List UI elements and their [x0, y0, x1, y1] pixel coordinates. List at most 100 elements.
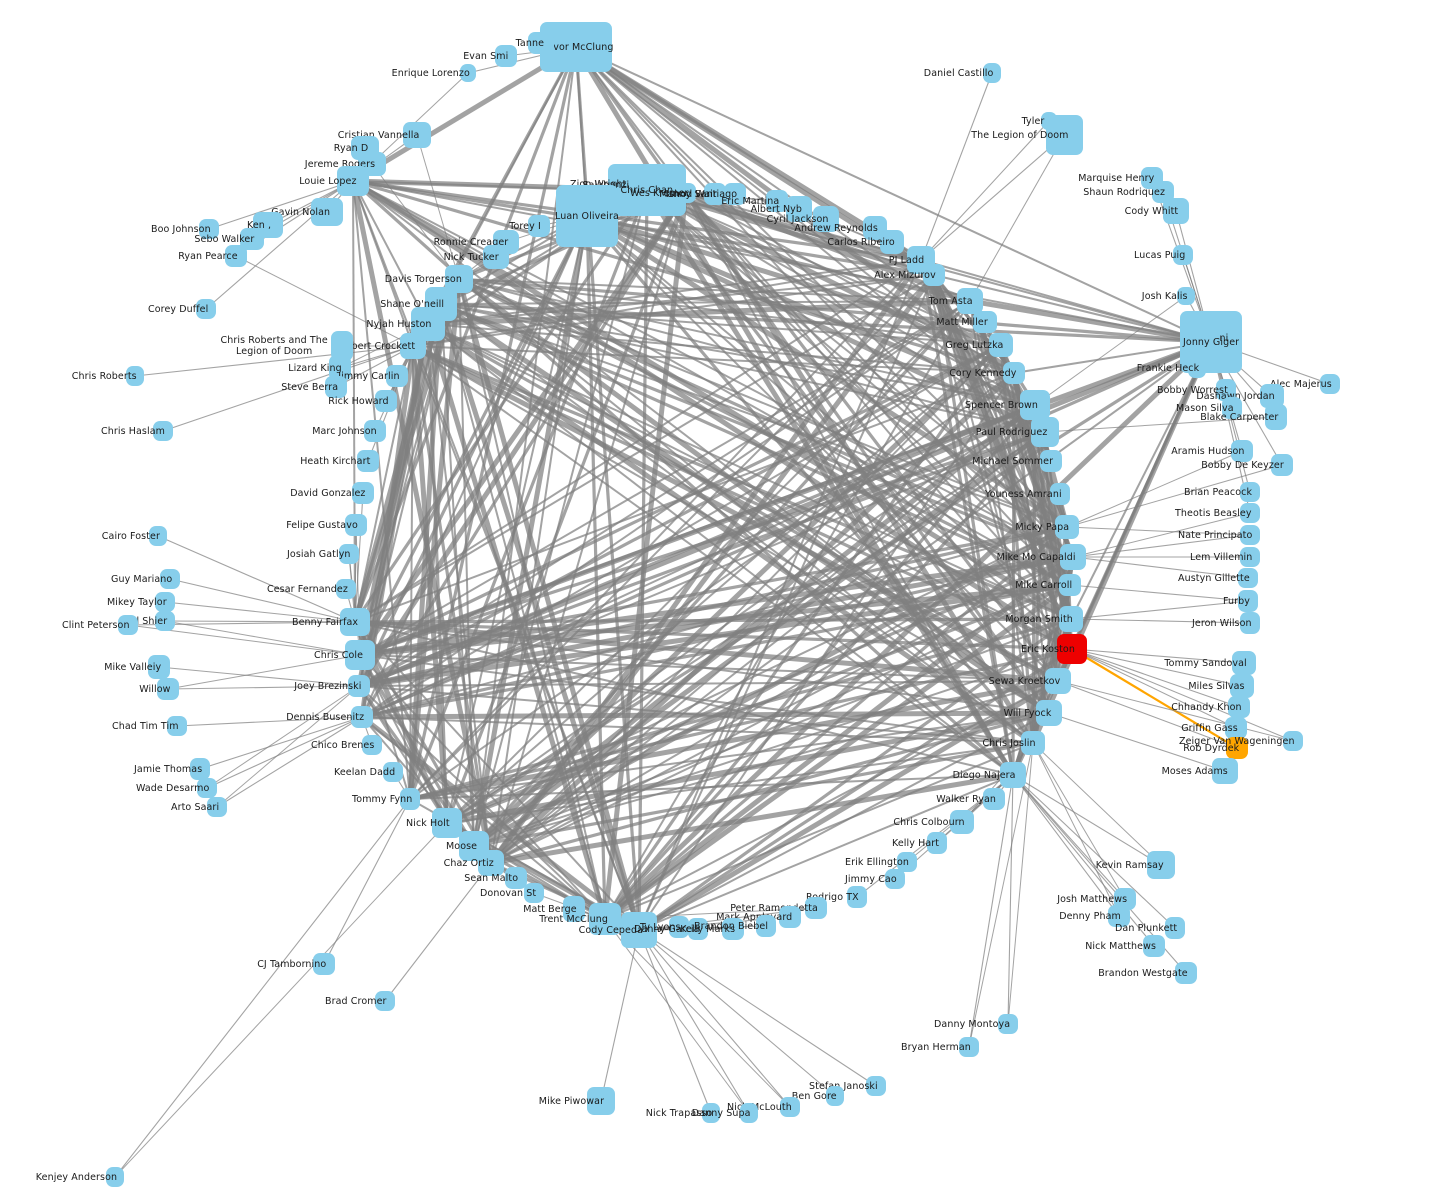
graph-node[interactable]: [1230, 674, 1254, 698]
graph-node[interactable]: [199, 219, 219, 239]
graph-node[interactable]: [1283, 731, 1303, 751]
graph-node[interactable]: [885, 869, 905, 889]
graph-node[interactable]: [1238, 568, 1258, 588]
graph-node[interactable]: [1163, 198, 1189, 224]
graph-node[interactable]: [805, 897, 827, 919]
graph-node[interactable]: [1152, 181, 1174, 203]
graph-node[interactable]: [495, 45, 517, 67]
graph-node[interactable]: [880, 230, 904, 254]
graph-node[interactable]: [1212, 758, 1238, 784]
graph-node[interactable]: [688, 918, 708, 940]
graph-node[interactable]: [351, 706, 373, 728]
graph-node[interactable]: [149, 526, 167, 546]
graph-node[interactable]: [621, 912, 657, 948]
graph-node[interactable]: [766, 190, 788, 212]
graph-node[interactable]: [1222, 397, 1242, 419]
graph-node[interactable]: [362, 735, 382, 755]
graph-node[interactable]: [400, 788, 420, 810]
graph-node[interactable]: [957, 288, 983, 314]
graph-node[interactable]: [1040, 450, 1062, 472]
graph-node[interactable]: [400, 333, 426, 359]
graph-node[interactable]: [959, 1037, 979, 1057]
graph-node[interactable]: [786, 196, 812, 222]
graph-node[interactable]: [1050, 483, 1070, 505]
graph-node[interactable]: [126, 366, 144, 386]
graph-node[interactable]: [1143, 935, 1165, 957]
graph-node[interactable]: [983, 63, 1001, 83]
graph-node[interactable]: [1240, 503, 1260, 523]
graph-node[interactable]: [1036, 700, 1062, 726]
graph-node[interactable]: [225, 245, 247, 267]
graph-node[interactable]: [1228, 696, 1250, 718]
graph-node[interactable]: [1271, 454, 1293, 476]
graph-node[interactable]: [329, 355, 351, 381]
graph-node[interactable]: [1232, 651, 1256, 675]
graph-node[interactable]: [866, 1076, 886, 1096]
graph-node[interactable]: [704, 183, 726, 205]
graph-node[interactable]: [325, 376, 347, 398]
graph-node[interactable]: [1320, 374, 1340, 394]
graph-node[interactable]: [240, 228, 264, 250]
graph-node[interactable]: [1231, 440, 1253, 462]
graph-node[interactable]: [375, 991, 395, 1011]
graph-node[interactable]: [923, 264, 945, 286]
graph-node[interactable]: [364, 420, 386, 442]
graph-node[interactable]: [589, 903, 621, 935]
graph-node[interactable]: [1173, 245, 1193, 265]
graph-node[interactable]: [740, 1103, 758, 1123]
graph-node[interactable]: [190, 758, 210, 780]
graph-node[interactable]: [155, 611, 175, 631]
graph-node[interactable]: [160, 569, 180, 589]
graph-node[interactable]: [207, 797, 227, 817]
graph-node[interactable]: [524, 883, 544, 903]
graph-node[interactable]: [998, 1014, 1018, 1034]
graph-node[interactable]: [505, 867, 527, 889]
graph-node[interactable]: [724, 183, 746, 205]
graph-node[interactable]: [1114, 888, 1136, 910]
graph-node[interactable]: [897, 852, 917, 872]
graph-node[interactable]: [1046, 115, 1083, 155]
graph-node[interactable]: [167, 716, 187, 736]
graph-node[interactable]: [1031, 417, 1059, 447]
graph-node[interactable]: [1003, 362, 1025, 384]
graph-node[interactable]: [556, 185, 618, 247]
graph-node[interactable]: [1188, 358, 1206, 378]
graph-node[interactable]: [847, 886, 867, 908]
graph-node[interactable]: [1240, 612, 1260, 634]
graph-node[interactable]: [197, 778, 217, 798]
graph-node[interactable]: [1177, 287, 1195, 305]
graph-node[interactable]: [148, 655, 170, 679]
graph-node[interactable]: [1021, 731, 1045, 755]
graph-node[interactable]: [337, 166, 369, 196]
graph-node[interactable]: [528, 32, 554, 54]
graph-node[interactable]: [1165, 917, 1185, 939]
graph-node[interactable]: [1147, 851, 1175, 879]
graph-node[interactable]: [669, 916, 689, 938]
graph-node[interactable]: [1226, 737, 1248, 759]
graph-node[interactable]: [722, 918, 744, 940]
graph-node[interactable]: [478, 850, 504, 876]
graph-node[interactable]: [386, 365, 408, 387]
graph-node[interactable]: [1059, 606, 1083, 632]
graph-node[interactable]: [983, 788, 1005, 810]
graph-node[interactable]: [973, 311, 997, 333]
graph-node[interactable]: [155, 592, 175, 612]
graph-node[interactable]: [1216, 379, 1236, 401]
graph-node[interactable]: [1240, 482, 1260, 502]
graph-node[interactable]: [383, 762, 403, 782]
graph-node[interactable]: [563, 896, 585, 922]
graph-node[interactable]: [196, 299, 216, 319]
graph-node[interactable]: [340, 608, 370, 636]
graph-node[interactable]: [339, 544, 359, 564]
graph-node[interactable]: [1108, 905, 1130, 927]
graph-node[interactable]: [528, 215, 550, 237]
graph-node[interactable]: [1240, 525, 1260, 545]
graph-node[interactable]: [587, 1087, 615, 1115]
graph-node[interactable]: [780, 1097, 800, 1117]
graph-node[interactable]: [460, 64, 476, 82]
graph-node[interactable]: [608, 164, 686, 216]
graph-node[interactable]: [1000, 762, 1026, 788]
graph-node[interactable]: [345, 640, 375, 670]
